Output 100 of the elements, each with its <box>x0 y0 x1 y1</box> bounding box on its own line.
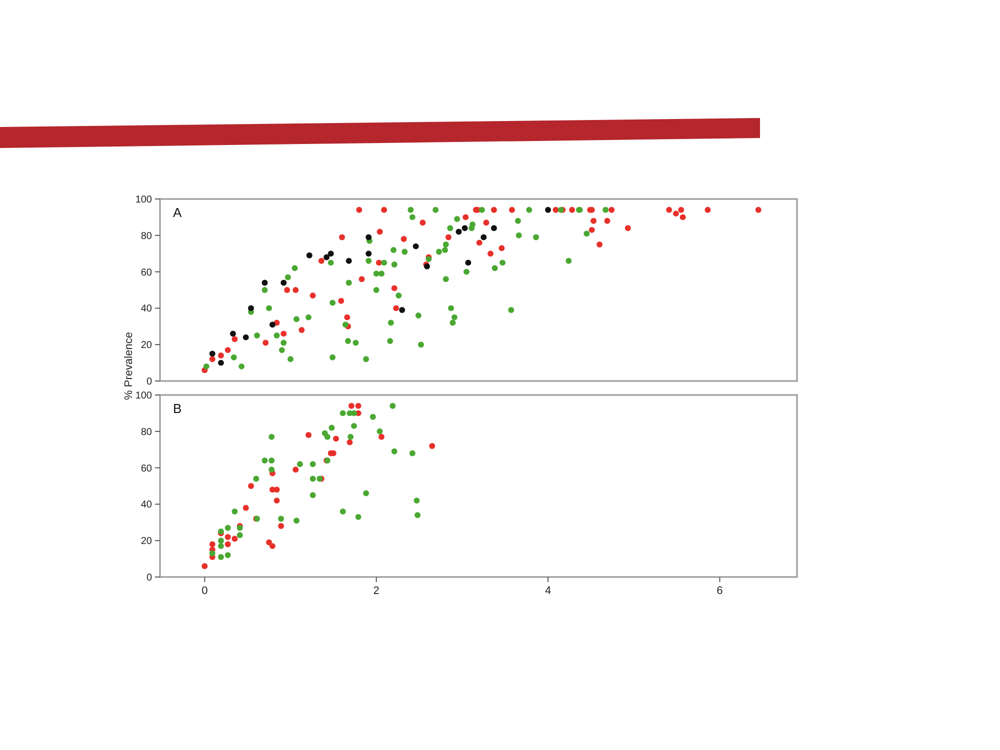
y-tick-label: 20 <box>140 536 152 548</box>
y-tick-label: 0 <box>146 572 152 584</box>
point <box>274 498 280 504</box>
point <box>310 492 316 498</box>
point <box>604 218 610 224</box>
y-tick-label: 60 <box>140 463 152 474</box>
point <box>399 307 406 313</box>
x-tick-label: 2 <box>373 585 380 597</box>
x-tick-label: 4 <box>544 585 552 597</box>
y-tick-label: 20 <box>140 340 152 352</box>
point <box>358 276 365 282</box>
point <box>340 410 346 416</box>
y-tick-label: 100 <box>135 390 152 402</box>
point <box>414 498 420 504</box>
point <box>624 225 631 232</box>
point <box>429 442 436 449</box>
point <box>381 206 388 213</box>
point <box>490 206 497 213</box>
y-tick-label: 40 <box>140 304 152 315</box>
y-tick-label: 40 <box>140 500 152 511</box>
point <box>391 285 398 292</box>
point <box>678 206 684 213</box>
point <box>445 234 452 240</box>
point <box>209 356 216 362</box>
point <box>209 350 216 357</box>
point <box>278 523 284 530</box>
point <box>588 226 595 233</box>
point <box>266 539 272 546</box>
point <box>224 534 231 540</box>
point <box>294 518 300 524</box>
point <box>391 448 398 454</box>
point <box>608 206 615 213</box>
point <box>248 483 254 489</box>
point <box>292 466 299 473</box>
point <box>355 402 362 409</box>
point <box>209 541 216 548</box>
point <box>209 550 216 556</box>
point <box>370 414 376 420</box>
point <box>390 402 396 409</box>
point <box>348 434 354 440</box>
x-tick-label: 0 <box>202 585 208 597</box>
point <box>269 322 276 328</box>
point <box>232 336 238 342</box>
point <box>268 434 275 440</box>
y-axis-title: % Prevalence <box>123 332 135 400</box>
y-tick-label: 80 <box>140 426 152 438</box>
point <box>339 234 345 240</box>
point <box>224 524 231 531</box>
text: A <box>173 205 182 220</box>
point <box>355 514 362 520</box>
point <box>262 280 268 286</box>
point <box>409 450 416 456</box>
point <box>704 206 711 213</box>
point <box>346 258 352 264</box>
point <box>324 254 330 260</box>
point <box>268 458 275 464</box>
point <box>412 243 419 250</box>
point <box>248 305 254 312</box>
point <box>414 512 421 518</box>
point <box>224 552 231 558</box>
point <box>378 434 384 440</box>
point <box>269 543 276 550</box>
y-tick-label: 60 <box>140 267 152 278</box>
text: B <box>173 401 182 416</box>
point <box>480 234 487 240</box>
point <box>376 260 382 266</box>
point <box>340 508 346 514</box>
x-tick-label: 6 <box>716 585 723 597</box>
point <box>236 532 243 538</box>
point <box>230 330 236 337</box>
point <box>356 206 362 213</box>
y-tick-label: 0 <box>146 376 152 388</box>
point <box>498 245 505 252</box>
point <box>262 340 269 346</box>
point <box>376 428 383 434</box>
point <box>310 461 316 468</box>
point <box>324 434 330 440</box>
point <box>755 206 762 213</box>
y-tick-label: 100 <box>135 194 152 206</box>
point <box>351 422 358 429</box>
point <box>376 228 383 235</box>
point <box>268 466 275 473</box>
point <box>476 240 482 246</box>
point <box>284 287 290 293</box>
point <box>306 252 312 258</box>
point <box>508 206 515 213</box>
point <box>224 347 231 354</box>
point <box>318 258 324 264</box>
point <box>310 476 316 482</box>
point <box>465 260 472 266</box>
point <box>666 206 672 213</box>
point <box>218 538 224 544</box>
point <box>278 516 284 522</box>
point <box>232 536 238 542</box>
point <box>488 250 494 257</box>
point <box>462 225 468 232</box>
point <box>348 402 354 409</box>
point <box>366 234 372 240</box>
point <box>310 292 316 298</box>
point <box>545 206 552 213</box>
